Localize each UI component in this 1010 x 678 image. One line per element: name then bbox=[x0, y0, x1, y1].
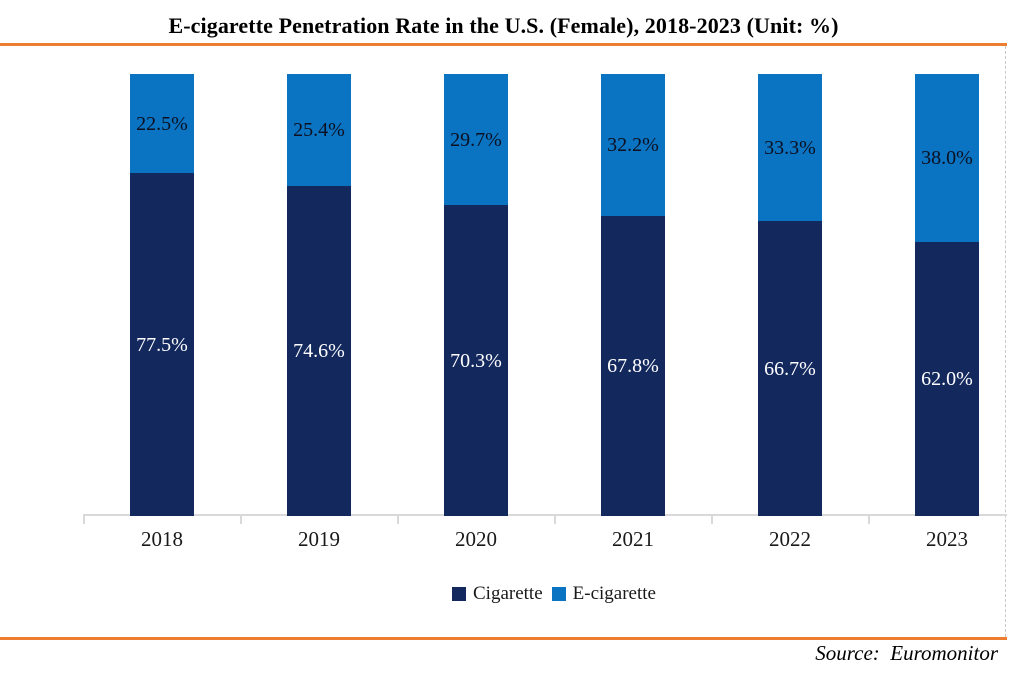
legend-label-cigarette: Cigarette bbox=[473, 583, 543, 604]
segment-cigarette: 77.5% bbox=[130, 173, 194, 516]
bar-group-2018: 22.5% 77.5% bbox=[130, 74, 194, 516]
x-axis-tick bbox=[239, 516, 242, 524]
x-axis-label-2021: 2021 bbox=[612, 527, 654, 551]
bar-group-2020: 29.7% 70.3% bbox=[444, 74, 508, 516]
legend-swatch-ecigarette-icon bbox=[551, 587, 566, 601]
x-axis-label-2020: 2020 bbox=[455, 527, 497, 551]
segment-cigarette: 66.7% bbox=[758, 221, 822, 516]
bar-group-2019: 25.4% 74.6% bbox=[287, 74, 351, 516]
value-label-cigarette: 62.0% bbox=[921, 368, 973, 390]
chart-title: E-cigarette Penetration Rate in the U.S.… bbox=[168, 13, 839, 38]
source-credit: Source: Euromonitor bbox=[815, 641, 998, 665]
top-accent-rule bbox=[0, 43, 1007, 46]
x-axis-label-2018: 2018 bbox=[141, 527, 183, 551]
bar-group-2023: 38.0% 62.0% bbox=[915, 74, 979, 516]
x-axis-label-2022: 2022 bbox=[769, 527, 811, 551]
legend-item-ecigarette: E-cigarette bbox=[551, 583, 656, 605]
value-label-cigarette: 67.8% bbox=[607, 355, 659, 377]
legend-label-ecigarette: E-cigarette bbox=[572, 583, 656, 604]
legend-item-cigarette: Cigarette bbox=[452, 583, 543, 605]
x-axis-tick bbox=[867, 516, 870, 524]
value-label-ecigarette: 38.0% bbox=[921, 147, 973, 169]
bottom-accent-rule bbox=[0, 637, 1007, 640]
segment-ecigarette: 38.0% bbox=[915, 74, 979, 242]
x-axis-tick bbox=[553, 516, 556, 524]
segment-ecigarette: 33.3% bbox=[758, 74, 822, 221]
value-label-ecigarette: 25.4% bbox=[293, 119, 345, 141]
value-label-ecigarette: 32.2% bbox=[607, 134, 659, 156]
value-label-cigarette: 74.6% bbox=[293, 340, 345, 362]
value-label-cigarette: 70.3% bbox=[450, 349, 502, 372]
legend-swatch-cigarette-icon bbox=[452, 587, 466, 601]
value-label-ecigarette: 22.5% bbox=[136, 112, 188, 135]
segment-cigarette: 70.3% bbox=[444, 205, 508, 516]
slide-edge-dashed-line bbox=[1005, 46, 1006, 637]
segment-ecigarette: 25.4% bbox=[287, 74, 351, 186]
segment-ecigarette: 32.2% bbox=[601, 74, 665, 216]
x-axis-tick bbox=[82, 516, 85, 524]
segment-cigarette: 62.0% bbox=[915, 242, 979, 516]
segment-ecigarette: 29.7% bbox=[444, 74, 508, 205]
plot-area: 22.5% 77.5% 2018 25.4% 74.6% 2019 29.7% 70.3% 20… bbox=[82, 74, 1007, 551]
value-label-cigarette: 66.7% bbox=[764, 357, 816, 380]
legend: Cigarette E-cigarette bbox=[83, 582, 1010, 606]
value-label-cigarette: 77.5% bbox=[136, 333, 188, 356]
segment-ecigarette: 22.5% bbox=[130, 74, 194, 173]
x-axis-label-2019: 2019 bbox=[298, 527, 340, 551]
value-label-ecigarette: 29.7% bbox=[450, 128, 502, 151]
bar-group-2021: 32.2% 67.8% bbox=[601, 74, 665, 516]
segment-cigarette: 67.8% bbox=[601, 216, 665, 516]
value-label-ecigarette: 33.3% bbox=[764, 136, 816, 159]
x-axis-line bbox=[83, 514, 1007, 516]
x-axis-tick bbox=[396, 516, 399, 524]
bar-group-2022: 33.3% 66.7% bbox=[758, 74, 822, 516]
segment-cigarette: 74.6% bbox=[287, 186, 351, 516]
x-axis-tick bbox=[710, 516, 713, 524]
x-axis-label-2023: 2023 bbox=[926, 527, 968, 551]
